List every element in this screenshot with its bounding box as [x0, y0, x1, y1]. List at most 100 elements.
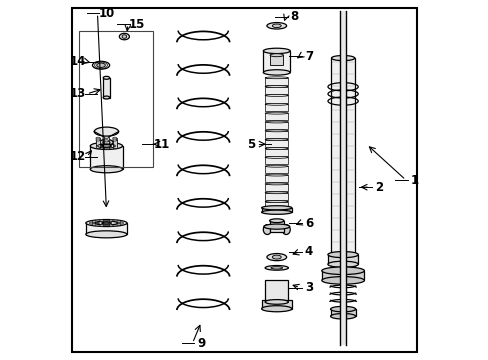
Ellipse shape [96, 139, 100, 141]
Text: 1: 1 [410, 174, 418, 186]
Ellipse shape [109, 224, 112, 225]
Ellipse shape [269, 219, 284, 222]
Bar [104, 138, 108, 145]
Text: 14: 14 [69, 55, 86, 68]
Ellipse shape [264, 94, 288, 96]
Ellipse shape [272, 255, 281, 259]
Ellipse shape [96, 137, 100, 139]
Ellipse shape [261, 206, 291, 210]
Ellipse shape [264, 112, 288, 114]
Ellipse shape [282, 225, 290, 234]
Bar [103, 78, 109, 98]
Ellipse shape [330, 306, 355, 312]
Bar [321, 271, 364, 280]
Bar [331, 58, 354, 270]
Ellipse shape [264, 165, 288, 167]
Ellipse shape [327, 252, 358, 258]
Text: 15: 15 [128, 18, 145, 31]
Text: 9: 9 [197, 337, 205, 350]
Ellipse shape [263, 48, 290, 54]
Bar [79, 31, 153, 167]
Ellipse shape [119, 33, 129, 40]
Ellipse shape [90, 143, 122, 149]
Bar [261, 208, 291, 212]
Ellipse shape [92, 220, 96, 222]
Ellipse shape [102, 145, 111, 147]
Ellipse shape [331, 55, 354, 60]
Ellipse shape [104, 136, 108, 138]
Ellipse shape [331, 267, 354, 272]
Ellipse shape [264, 121, 288, 123]
Bar [264, 166, 288, 173]
Ellipse shape [272, 24, 281, 28]
Bar [263, 51, 290, 72]
Ellipse shape [109, 221, 112, 222]
Ellipse shape [264, 174, 288, 176]
Ellipse shape [89, 222, 93, 224]
Ellipse shape [102, 141, 110, 144]
Ellipse shape [100, 225, 103, 226]
Ellipse shape [264, 300, 288, 304]
Ellipse shape [97, 222, 99, 224]
Bar [340, 12, 346, 345]
Ellipse shape [266, 253, 286, 261]
Bar [269, 221, 284, 231]
Ellipse shape [104, 140, 108, 142]
Bar [264, 157, 288, 165]
Text: 4: 4 [305, 245, 312, 258]
Ellipse shape [85, 231, 127, 238]
Ellipse shape [263, 70, 290, 75]
Ellipse shape [90, 166, 122, 173]
Bar [96, 138, 100, 146]
Ellipse shape [264, 86, 288, 87]
Bar [264, 149, 288, 156]
Bar [264, 131, 288, 138]
Ellipse shape [112, 137, 117, 139]
Bar [264, 104, 288, 111]
Ellipse shape [102, 222, 111, 224]
Ellipse shape [122, 35, 126, 38]
Bar [264, 280, 288, 302]
Bar [264, 113, 288, 120]
Ellipse shape [264, 192, 288, 194]
Ellipse shape [269, 54, 283, 57]
Ellipse shape [264, 148, 288, 149]
Ellipse shape [264, 156, 288, 158]
Ellipse shape [264, 103, 288, 105]
Ellipse shape [103, 76, 109, 79]
Bar [85, 223, 127, 234]
Text: 8: 8 [290, 10, 298, 23]
Text: 10: 10 [98, 7, 114, 20]
Ellipse shape [264, 201, 288, 203]
Bar [96, 140, 100, 148]
Bar [327, 255, 358, 264]
Bar [104, 141, 108, 149]
Ellipse shape [321, 276, 364, 284]
Ellipse shape [92, 61, 109, 69]
Bar [264, 202, 288, 209]
Ellipse shape [264, 266, 288, 270]
Ellipse shape [270, 267, 282, 269]
Bar [264, 87, 288, 94]
Bar [269, 55, 283, 65]
Ellipse shape [85, 220, 127, 226]
Bar [264, 175, 288, 182]
Ellipse shape [263, 225, 271, 234]
Bar [264, 78, 288, 85]
Ellipse shape [264, 139, 288, 141]
Ellipse shape [327, 261, 358, 267]
Ellipse shape [264, 224, 289, 229]
Ellipse shape [117, 220, 121, 222]
Ellipse shape [330, 314, 355, 319]
Text: 5: 5 [247, 138, 255, 150]
Ellipse shape [94, 127, 119, 136]
Ellipse shape [261, 306, 291, 312]
Bar [112, 138, 117, 146]
Bar [90, 146, 122, 169]
Ellipse shape [321, 267, 364, 275]
Text: 11: 11 [154, 138, 170, 150]
Text: 3: 3 [305, 281, 312, 294]
Ellipse shape [120, 222, 123, 224]
Ellipse shape [264, 130, 288, 132]
Text: 13: 13 [69, 87, 86, 100]
